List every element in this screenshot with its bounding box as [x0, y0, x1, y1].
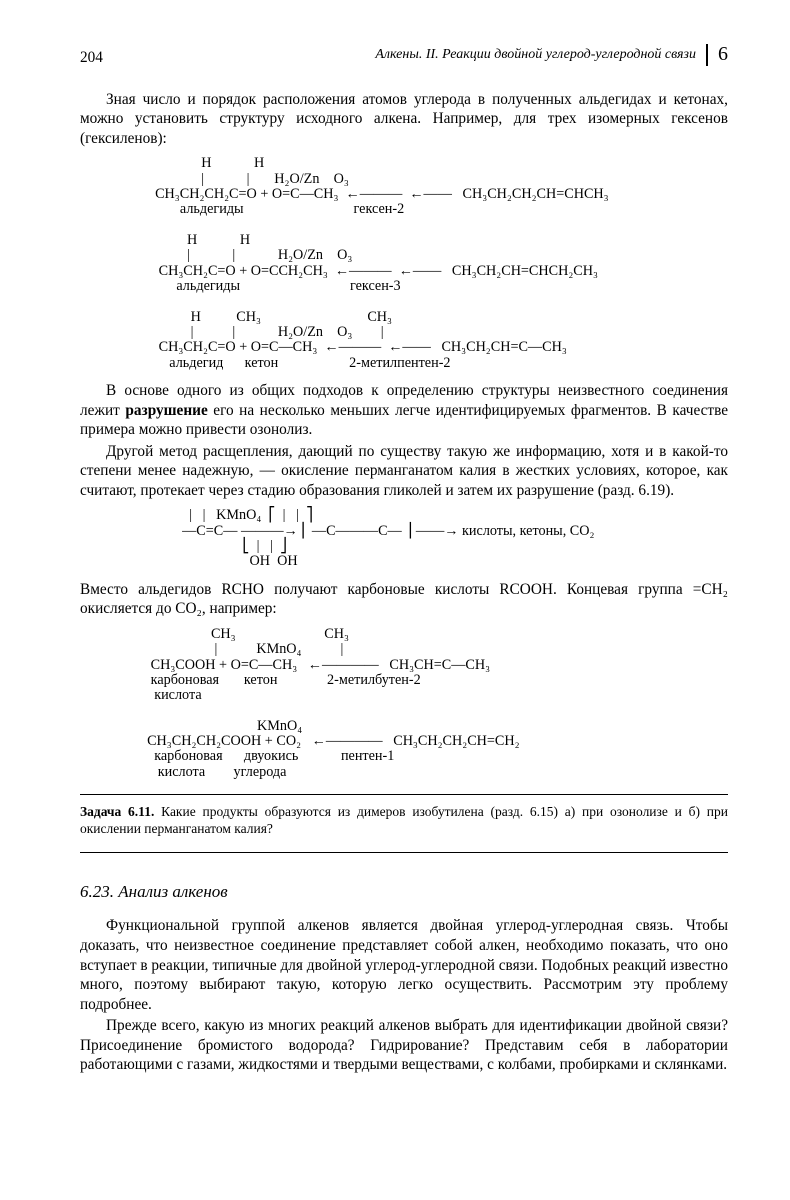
task-paragraph: Задача 6.11. Какие продукты образуются и… — [80, 803, 728, 838]
page-number: 204 — [80, 48, 103, 68]
paragraph-3: Другой метод расщепления, дающий по суще… — [80, 442, 728, 501]
chem-scheme-3: CH₃ CH₃ | KMnO₄ | CH₃COOH + O=C—CH₃ ←———… — [80, 627, 728, 780]
bold-term: разрушение — [125, 402, 207, 419]
paragraph-4: Вместо альдегидов RCHO получают карбонов… — [80, 580, 728, 619]
task-text: Какие продукты образуются из димеров изо… — [80, 804, 728, 836]
header-divider — [706, 44, 708, 66]
paragraph-2: В основе одного из общих подходов к опре… — [80, 381, 728, 440]
page-header: 204 Алкены. II. Реакции двойной углерод-… — [80, 42, 728, 72]
running-title: Алкены. II. Реакции двойной углерод-угле… — [375, 46, 696, 64]
paragraph-6: Прежде всего, какую из многих реакций ал… — [80, 1016, 728, 1075]
paragraph-1: Зная число и порядок расположения атомов… — [80, 90, 728, 149]
chem-scheme-2: | | KMnO₄ ⎡ | | ⎤ —C=C— ———→ ⎢ —C———C— ⎥… — [80, 508, 728, 569]
chem-scheme-1: H H | | H₂O/Zn O₃ CH₃CH₂CH₂C=O + O=C—CH₃… — [80, 156, 728, 371]
header-right: Алкены. II. Реакции двойной углерод-угле… — [375, 42, 728, 68]
divider-bottom — [80, 852, 728, 853]
divider-top — [80, 794, 728, 795]
chapter-number: 6 — [718, 42, 728, 68]
page: 204 Алкены. II. Реакции двойной углерод-… — [0, 0, 790, 1200]
paragraph-5: Функциональной группой алкенов является … — [80, 916, 728, 1014]
task-label: Задача 6.11. — [80, 804, 154, 819]
section-title: 6.23. Анализ алкенов — [80, 881, 728, 903]
